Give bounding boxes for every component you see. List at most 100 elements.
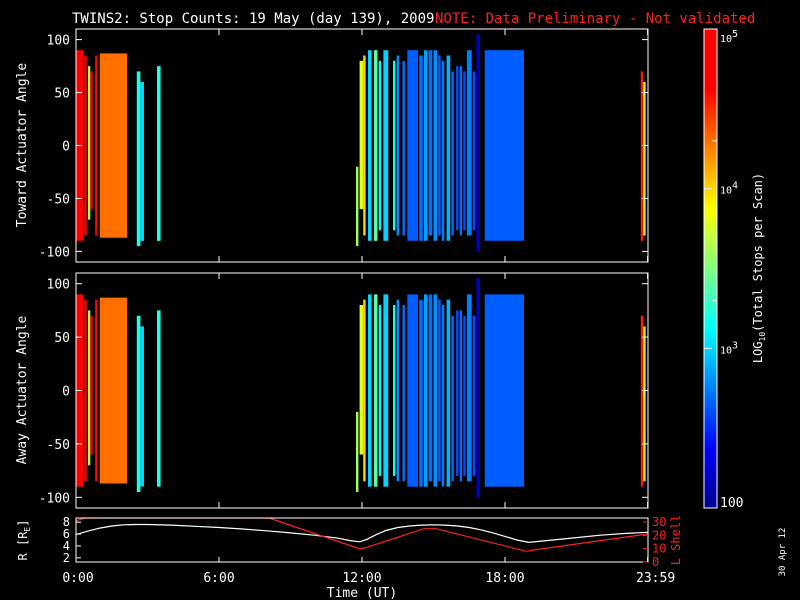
away-stripe-4	[95, 299, 98, 482]
away-stripe-32	[472, 315, 476, 476]
away-stripe-24	[438, 299, 441, 482]
orbit-ytick-label-1: 6	[63, 527, 70, 541]
colorbar-tick-label-1: 104	[720, 181, 738, 197]
toward-stripe-36	[643, 82, 646, 236]
toward-stripe-4	[95, 55, 98, 236]
away-stripe-1	[84, 299, 87, 482]
colorbar-label-sub: 10	[758, 332, 767, 342]
away-stripe-34	[484, 294, 524, 487]
toward-stripe-26	[446, 55, 451, 241]
orbit-y2tick-label-0: 30	[652, 515, 666, 529]
colorbar-tick-base-3: 100	[720, 496, 743, 511]
away-stripe-8	[157, 310, 161, 487]
colorbar-tick-label-3: 100	[720, 496, 743, 511]
toward-stripe-2	[87, 66, 91, 220]
away-stripe-21	[424, 294, 428, 487]
away-stripe-28	[456, 310, 459, 476]
toward-stripe-24	[438, 55, 441, 236]
toward-stripe-16	[393, 60, 396, 231]
toward-stripe-22	[428, 50, 433, 236]
toward-stripe-23	[433, 50, 438, 241]
toward-ytick-label-2: 0	[62, 140, 70, 155]
orbit-ylabel-main: R [R	[16, 531, 30, 561]
away-ylabel: Away Actuator Angle	[15, 315, 30, 464]
away-axis-ticks: 100 50 0 -50 -100	[39, 273, 649, 508]
toward-stripe-18	[402, 60, 405, 236]
toward-stripe-8	[157, 66, 161, 241]
toward-ytick-label-3: -50	[47, 192, 70, 207]
toward-stripe-13	[373, 50, 378, 241]
colorbar-tick-exp-2: 3	[732, 340, 738, 351]
toward-stripe-21	[424, 50, 428, 241]
preliminary-note: NOTE: Data Preliminary - Not validated	[435, 11, 755, 27]
toward-stripe-3	[90, 71, 93, 210]
away-stripe-25	[441, 305, 445, 487]
figure-title: TWINS2: Stop Counts: 19 May (day 139), 2…	[72, 11, 434, 27]
toward-stripe-34	[484, 50, 524, 241]
colorbar-label-end: (Total Stops per Scan)	[751, 173, 765, 332]
colorbar-tick-label-0: 105	[720, 29, 738, 45]
orbit-y2tick-label-3: 0	[652, 555, 659, 569]
time-tick-label-0: 0:00	[62, 571, 93, 586]
away-stripe-31	[466, 294, 472, 482]
toward-stripe-32	[472, 71, 476, 231]
time-tick-label-1: 6:00	[203, 571, 234, 586]
away-stripe-6	[136, 315, 141, 492]
away-stripe-35	[640, 315, 644, 487]
orbit-ylabel-sub: E	[23, 527, 32, 532]
away-angle-panel: 100 50 0 -50 -100 Away Actuator Angle	[15, 272, 649, 509]
away-stripe-18	[402, 305, 405, 482]
toward-stripe-11	[363, 55, 366, 236]
toward-heatmap-stripes	[76, 34, 646, 252]
away-stripe-19	[407, 294, 418, 487]
toward-axis-ticks: 100 50 0 -50 -100	[39, 29, 649, 262]
toward-stripe-25	[441, 60, 445, 241]
toward-stripe-19	[407, 50, 418, 241]
away-stripe-33	[476, 278, 480, 498]
toward-stripe-10	[359, 60, 364, 210]
orbit-ylabel-end: ]	[16, 520, 30, 527]
colorbar-gradient	[703, 28, 718, 509]
away-stripe-5	[99, 297, 128, 484]
toward-stripe-30	[463, 71, 466, 231]
time-axis-label: Time (UT)	[327, 586, 397, 600]
colorbar-tick-exp-0: 5	[732, 29, 738, 40]
toward-stripe-31	[466, 50, 472, 236]
toward-stripe-5	[99, 53, 128, 238]
away-stripe-12	[368, 294, 372, 487]
away-stripe-26	[446, 299, 451, 487]
colorbar-label-main: LOG	[751, 341, 765, 363]
toward-stripe-28	[456, 66, 459, 231]
away-stripe-10	[359, 305, 364, 455]
away-stripe-36	[643, 326, 646, 482]
toward-stripe-17	[396, 55, 399, 236]
away-stripe-23	[433, 294, 438, 487]
toward-ytick-label-1: 50	[54, 87, 70, 102]
away-ytick-label-4: -100	[39, 491, 70, 506]
toward-stripe-27	[451, 71, 454, 236]
orbit-ytick-label-3: 2	[63, 551, 70, 565]
orbit-series-radius	[75, 523, 648, 544]
toward-angle-panel: 100 50 0 -50 -100 Toward Actuator Angle	[15, 28, 649, 263]
away-stripe-11	[363, 299, 366, 482]
toward-ylabel: Toward Actuator Angle	[15, 63, 30, 228]
time-tick-label-4: 23:59	[636, 571, 675, 586]
colorbar-tick-exp-1: 4	[732, 181, 738, 192]
colorbar-label: LOG10(Total Stops per Scan)	[751, 173, 767, 363]
time-tick-label-2: 12:00	[342, 571, 381, 586]
toward-stripe-6	[136, 71, 141, 247]
away-stripe-3	[90, 315, 93, 455]
colorbar-tick-base-0: 10	[720, 34, 732, 45]
away-ytick-label-1: 50	[54, 331, 70, 346]
colorbar-tick-base-1: 10	[720, 186, 732, 197]
away-stripe-22	[428, 294, 433, 482]
orbit-y2label: L Shell	[669, 515, 683, 566]
orbit-ylabel: R [RE]	[16, 520, 32, 561]
orbit-y2tick-label-2: 10	[652, 542, 666, 556]
toward-stripe-33	[476, 34, 480, 252]
